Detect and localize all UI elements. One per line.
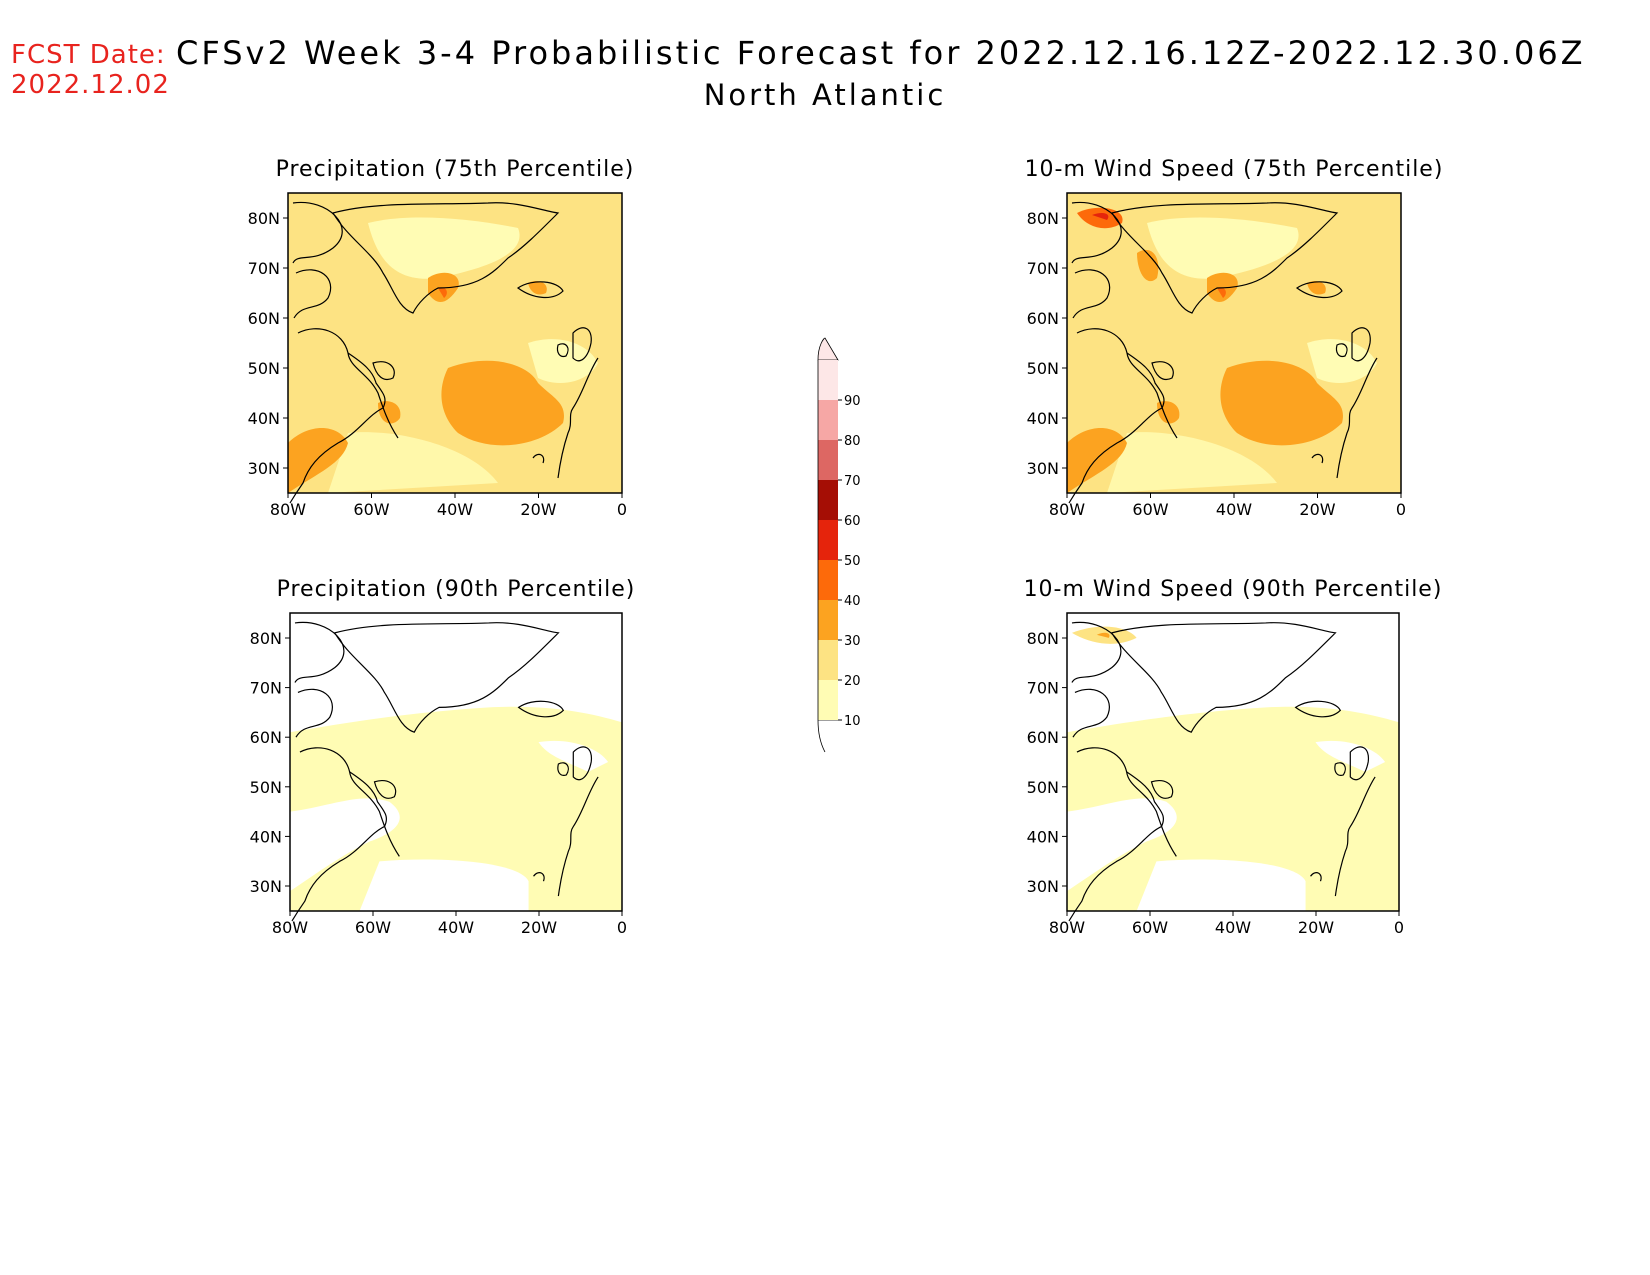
colorbar-bottom-arrow <box>817 719 838 753</box>
lat-tick-label: 80N <box>248 209 280 228</box>
lat-tick-label: 50N <box>248 359 280 378</box>
lat-tick-label: 80N <box>250 629 282 648</box>
lon-tick-label: 20W <box>521 918 557 937</box>
panel-title: 10-m Wind Speed (90th Percentile) <box>1024 577 1443 602</box>
lon-tick-label: 60W <box>1132 500 1168 519</box>
lon-tick-label: 40W <box>1215 918 1251 937</box>
probability-shading <box>1067 193 1401 493</box>
lat-tick-label: 60N <box>1027 309 1059 328</box>
lon-tick-label: 40W <box>1216 500 1252 519</box>
colorbar-segment <box>818 680 838 720</box>
lat-tick-label: 70N <box>248 259 280 278</box>
colorbar-tick-label: 80 <box>844 434 861 449</box>
map-panel-2: 10-m Wind Speed (75th Percentile) 80N 70N 6… <box>1025 157 1444 519</box>
lat-tick-label: 60N <box>250 728 282 747</box>
lat-tick-label: 30N <box>1027 877 1059 896</box>
colorbar-segment <box>818 480 838 520</box>
lat-tick-label: 70N <box>250 679 282 698</box>
map-panels: Precipitation (75th Percentile) 80N 70N 60N… <box>248 157 1444 937</box>
forecast-date-label: FCST Date: <box>11 40 166 70</box>
lon-tick-label: 80W <box>1049 500 1085 519</box>
colorbar-tick-label: 40 <box>844 594 861 609</box>
colorbar-segment <box>818 600 838 640</box>
colorbar: 10 20 30 40 50 60 70 80 90 <box>817 337 861 753</box>
colorbar-segment <box>818 440 838 480</box>
lon-tick-label: 20W <box>1298 918 1334 937</box>
panel-title: Precipitation (90th Percentile) <box>277 577 636 602</box>
lon-tick-label: 20W <box>1299 500 1335 519</box>
lon-tick-label: 40W <box>437 500 473 519</box>
lon-tick-label: 0 <box>1396 500 1406 519</box>
lat-tick-label: 80N <box>1027 209 1059 228</box>
lat-tick-label: 70N <box>1027 679 1059 698</box>
colorbar-tick-label: 10 <box>844 714 861 729</box>
lon-tick-label: 80W <box>272 918 308 937</box>
colorbar-tick-label: 60 <box>844 514 861 529</box>
lat-tick-label: 80N <box>1027 629 1059 648</box>
colorbar-tick-label: 30 <box>844 634 861 649</box>
lat-tick-label: 40N <box>250 827 282 846</box>
colorbar-tick-label: 70 <box>844 474 861 489</box>
colorbar-segment <box>818 520 838 560</box>
lat-tick-label: 50N <box>1027 778 1059 797</box>
lat-tick-label: 60N <box>1027 728 1059 747</box>
forecast-date-value: 2022.12.02 <box>11 70 170 100</box>
probability-shading <box>1067 613 1399 911</box>
lon-tick-label: 80W <box>1049 918 1085 937</box>
main-title: CFSv2 Week 3-4 Probabilistic Forecast fo… <box>176 34 1586 72</box>
lat-tick-label: 50N <box>250 778 282 797</box>
region-title: North Atlantic <box>703 78 947 112</box>
lon-tick-label: 0 <box>617 918 627 937</box>
colorbar-tick-label: 90 <box>844 394 861 409</box>
lat-tick-label: 30N <box>250 877 282 896</box>
colorbar-tick-label: 20 <box>844 674 861 689</box>
probability-shading <box>290 613 622 911</box>
lat-tick-label: 30N <box>1027 459 1059 478</box>
colorbar-segment <box>818 640 838 680</box>
lat-tick-label: 30N <box>248 459 280 478</box>
lon-tick-label: 0 <box>1394 918 1404 937</box>
lat-tick-label: 40N <box>248 409 280 428</box>
lat-tick-label: 70N <box>1027 259 1059 278</box>
map-panel-4: 10-m Wind Speed (90th Percentile) 80N 70N 6… <box>1024 577 1443 937</box>
lon-tick-label: 60W <box>353 500 389 519</box>
colorbar-top-arrow <box>817 337 839 361</box>
colorbar-segment <box>818 560 838 600</box>
lon-tick-label: 80W <box>270 500 306 519</box>
lon-tick-label: 40W <box>438 918 474 937</box>
lat-tick-label: 60N <box>248 309 280 328</box>
lon-tick-label: 0 <box>617 500 627 519</box>
colorbar-segment <box>818 360 838 400</box>
map-panel-1: Precipitation (75th Percentile) 80N 70N 60N… <box>248 157 635 519</box>
lat-tick-label: 40N <box>1027 827 1059 846</box>
map-panel-3: Precipitation (90th Percentile) 80N 70N 60N… <box>250 577 636 937</box>
probability-shading <box>288 193 622 493</box>
lon-tick-label: 20W <box>520 500 556 519</box>
forecast-date: FCST Date: 2022.12.02 <box>11 40 170 100</box>
lat-tick-label: 40N <box>1027 409 1059 428</box>
lon-tick-label: 60W <box>355 918 391 937</box>
colorbar-segment <box>818 400 838 440</box>
panel-title: 10-m Wind Speed (75th Percentile) <box>1025 157 1444 182</box>
colorbar-tick-label: 50 <box>844 554 861 569</box>
panel-title: Precipitation (75th Percentile) <box>276 157 635 182</box>
lon-tick-label: 60W <box>1132 918 1168 937</box>
lat-tick-label: 50N <box>1027 359 1059 378</box>
